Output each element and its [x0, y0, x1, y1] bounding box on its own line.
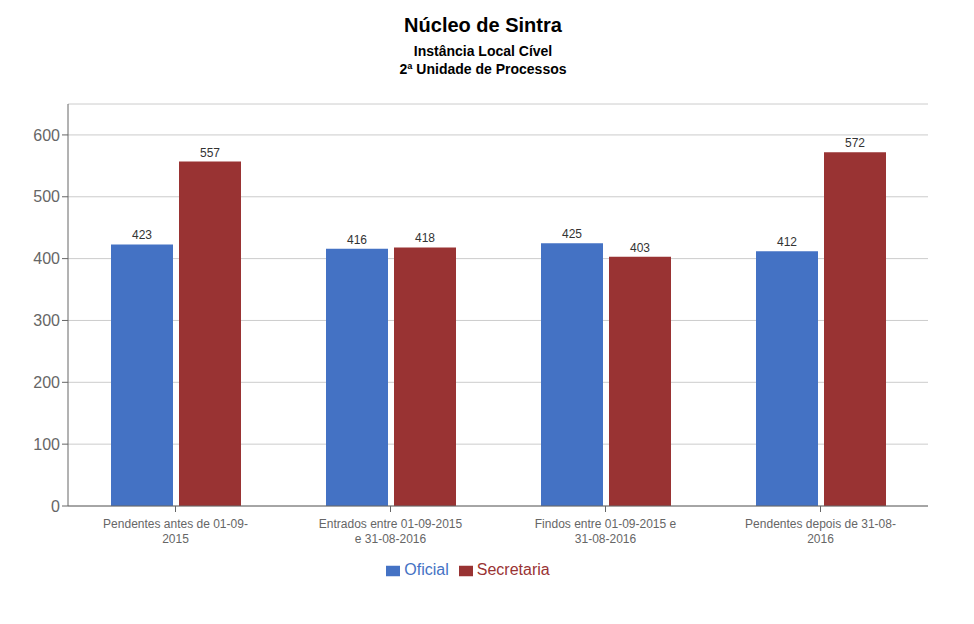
svg-text:100: 100 — [33, 436, 60, 453]
svg-text:500: 500 — [33, 188, 60, 205]
svg-text:418: 418 — [415, 231, 435, 245]
svg-text:600: 600 — [33, 127, 60, 144]
svg-text:Pendentes antes de 01-09-2015: Pendentes antes de 01-09-2015 — [103, 517, 248, 546]
svg-text:572: 572 — [845, 136, 865, 150]
svg-text:Entrados entre 01-09-2015e 31-: Entrados entre 01-09-2015e 31-08-2016 — [319, 517, 463, 546]
svg-text:412: 412 — [777, 235, 797, 249]
html-text:Secretaria: Secretaria — [476, 561, 550, 578]
svg-text:416: 416 — [347, 233, 367, 247]
html-text:Oficial: Oficial — [404, 561, 449, 578]
svg-text:Findos entre 01-09-2015 e31-08: Findos entre 01-09-2015 e31-08-2016 — [535, 517, 677, 546]
svg-text:425: 425 — [562, 227, 582, 241]
html-text:Instância Local Cível: Instância Local Cível — [413, 43, 553, 59]
svg-text:200: 200 — [33, 374, 60, 391]
svg-text:Pendentes depois de 31-08-2016: Pendentes depois de 31-08-2016 — [745, 517, 896, 546]
svg-text:0: 0 — [51, 498, 60, 515]
svg-text:400: 400 — [33, 250, 60, 267]
html-text:Núcleo de Sintra: Núcleo de Sintra — [404, 14, 562, 36]
svg-text:557: 557 — [200, 146, 220, 160]
svg-text:423: 423 — [132, 228, 152, 242]
svg-text:300: 300 — [33, 312, 60, 329]
svg-text:403: 403 — [630, 241, 650, 255]
html-text:2ª Unidade de Processos: 2ª Unidade de Processos — [399, 61, 567, 77]
